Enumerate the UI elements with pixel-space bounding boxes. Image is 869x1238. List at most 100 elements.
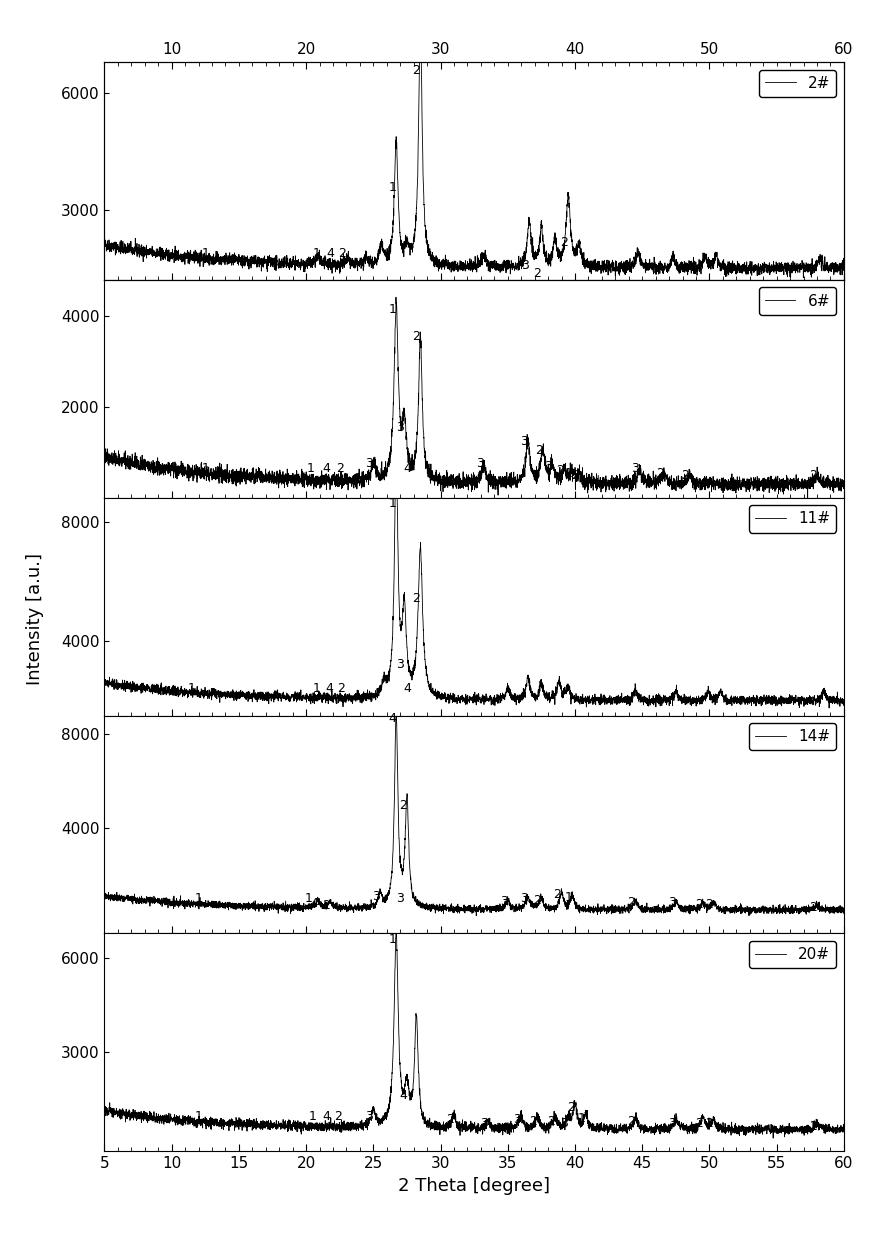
Text: 2: 2	[534, 443, 542, 457]
Text: 2: 2	[694, 1117, 702, 1129]
Text: 3: 3	[365, 457, 373, 470]
Text: 2: 2	[808, 469, 816, 482]
Text: 4: 4	[325, 682, 333, 695]
Text: 3: 3	[631, 462, 639, 475]
Legend: 14#: 14#	[748, 723, 835, 750]
Text: 3: 3	[372, 890, 380, 903]
Text: 2: 2	[533, 894, 541, 906]
Text: 2: 2	[547, 1115, 554, 1128]
Text: 3: 3	[513, 1113, 521, 1127]
Text: 2: 2	[399, 799, 407, 812]
Text: 1: 1	[313, 682, 321, 695]
Text: 4: 4	[326, 248, 334, 260]
Text: 2: 2	[815, 734, 823, 747]
Text: 4: 4	[322, 1110, 330, 1123]
Text: 2: 2	[322, 899, 330, 912]
Text: 1: 1	[577, 1112, 585, 1125]
Text: 3: 3	[667, 896, 675, 909]
Text: 2: 2	[533, 266, 541, 280]
Text: 1: 1	[313, 248, 321, 260]
Text: 2: 2	[808, 900, 816, 914]
Text: 3: 3	[543, 459, 552, 473]
Text: 3: 3	[521, 259, 528, 272]
Text: 1: 1	[388, 933, 395, 946]
Text: 2: 2	[712, 735, 720, 749]
Text: 2: 2	[412, 592, 420, 605]
Text: 3: 3	[665, 296, 673, 310]
X-axis label: 2 Theta [degree]: 2 Theta [degree]	[398, 1177, 549, 1195]
Text: 1: 1	[201, 248, 209, 260]
Text: 4: 4	[310, 898, 318, 910]
Text: 2: 2	[334, 1110, 342, 1123]
Text: 2: 2	[705, 1117, 713, 1129]
Text: 2: 2	[555, 464, 563, 477]
Text: 2: 2	[629, 292, 637, 305]
Text: 3: 3	[373, 286, 381, 300]
Text: 2: 2	[808, 1119, 816, 1133]
Text: 3: 3	[520, 435, 527, 448]
Text: 1: 1	[195, 1110, 202, 1123]
Text: 3: 3	[395, 421, 404, 435]
Text: 2: 2	[338, 248, 346, 260]
Text: 3: 3	[475, 293, 483, 307]
Text: 2: 2	[446, 1113, 454, 1127]
Text: 1: 1	[560, 730, 567, 744]
Text: 3: 3	[479, 1117, 487, 1129]
Text: 4: 4	[388, 712, 395, 725]
Legend: 20#: 20#	[748, 941, 835, 968]
Text: 2: 2	[567, 1101, 574, 1114]
Text: 3: 3	[499, 895, 507, 907]
Text: 1: 1	[388, 181, 395, 194]
Text: 2: 2	[700, 735, 707, 749]
Text: 2: 2	[627, 1115, 634, 1128]
Text: 3: 3	[667, 734, 675, 747]
Text: 1: 1	[188, 682, 196, 695]
Text: 2: 2	[655, 467, 663, 479]
Legend: 11#: 11#	[748, 505, 835, 532]
Text: 2: 2	[627, 734, 634, 747]
Text: 2: 2	[680, 469, 688, 482]
Text: 3: 3	[395, 893, 404, 905]
Text: 3: 3	[365, 1110, 373, 1123]
Text: 2: 2	[550, 723, 558, 737]
Text: 1: 1	[375, 727, 383, 739]
Legend: 6#: 6#	[758, 287, 835, 314]
Text: 2: 2	[705, 899, 713, 911]
Text: 1: 1	[570, 288, 578, 301]
Text: 4: 4	[399, 1088, 407, 1102]
Text: 2: 2	[336, 682, 345, 695]
Text: 3: 3	[395, 657, 404, 671]
Text: 1: 1	[304, 893, 312, 905]
Text: 2: 2	[547, 280, 554, 293]
Text: 3: 3	[667, 1117, 675, 1129]
Text: 2: 2	[553, 888, 561, 901]
Text: 2: 2	[412, 331, 420, 343]
Text: 4: 4	[402, 462, 410, 475]
Text: 4: 4	[399, 292, 407, 305]
Text: 2: 2	[697, 296, 705, 310]
Text: 1: 1	[564, 891, 572, 904]
Text: 1: 1	[195, 893, 202, 905]
Text: 1: 1	[388, 303, 395, 316]
Text: 2: 2	[811, 298, 819, 311]
Text: 2: 2	[627, 896, 634, 909]
Text: 3: 3	[340, 300, 348, 313]
Text: 1: 1	[388, 496, 395, 510]
Text: 2: 2	[335, 462, 343, 475]
Text: 1: 1	[201, 462, 209, 475]
Text: 3: 3	[520, 893, 527, 905]
Text: 2: 2	[528, 1115, 537, 1128]
Text: 1: 1	[564, 467, 572, 479]
Text: 3: 3	[475, 457, 483, 470]
Text: 2: 2	[707, 296, 715, 310]
Text: 2: 2	[560, 235, 567, 249]
Text: 3: 3	[358, 300, 366, 313]
Text: Intensity [a.u.]: Intensity [a.u.]	[26, 553, 44, 685]
Text: 3: 3	[560, 1117, 567, 1129]
Text: 2: 2	[694, 899, 702, 911]
Text: 4: 4	[322, 462, 330, 475]
Text: 4: 4	[402, 682, 410, 695]
Legend: 2#: 2#	[758, 69, 835, 97]
Text: 3: 3	[310, 298, 318, 311]
Text: 3: 3	[520, 721, 527, 733]
